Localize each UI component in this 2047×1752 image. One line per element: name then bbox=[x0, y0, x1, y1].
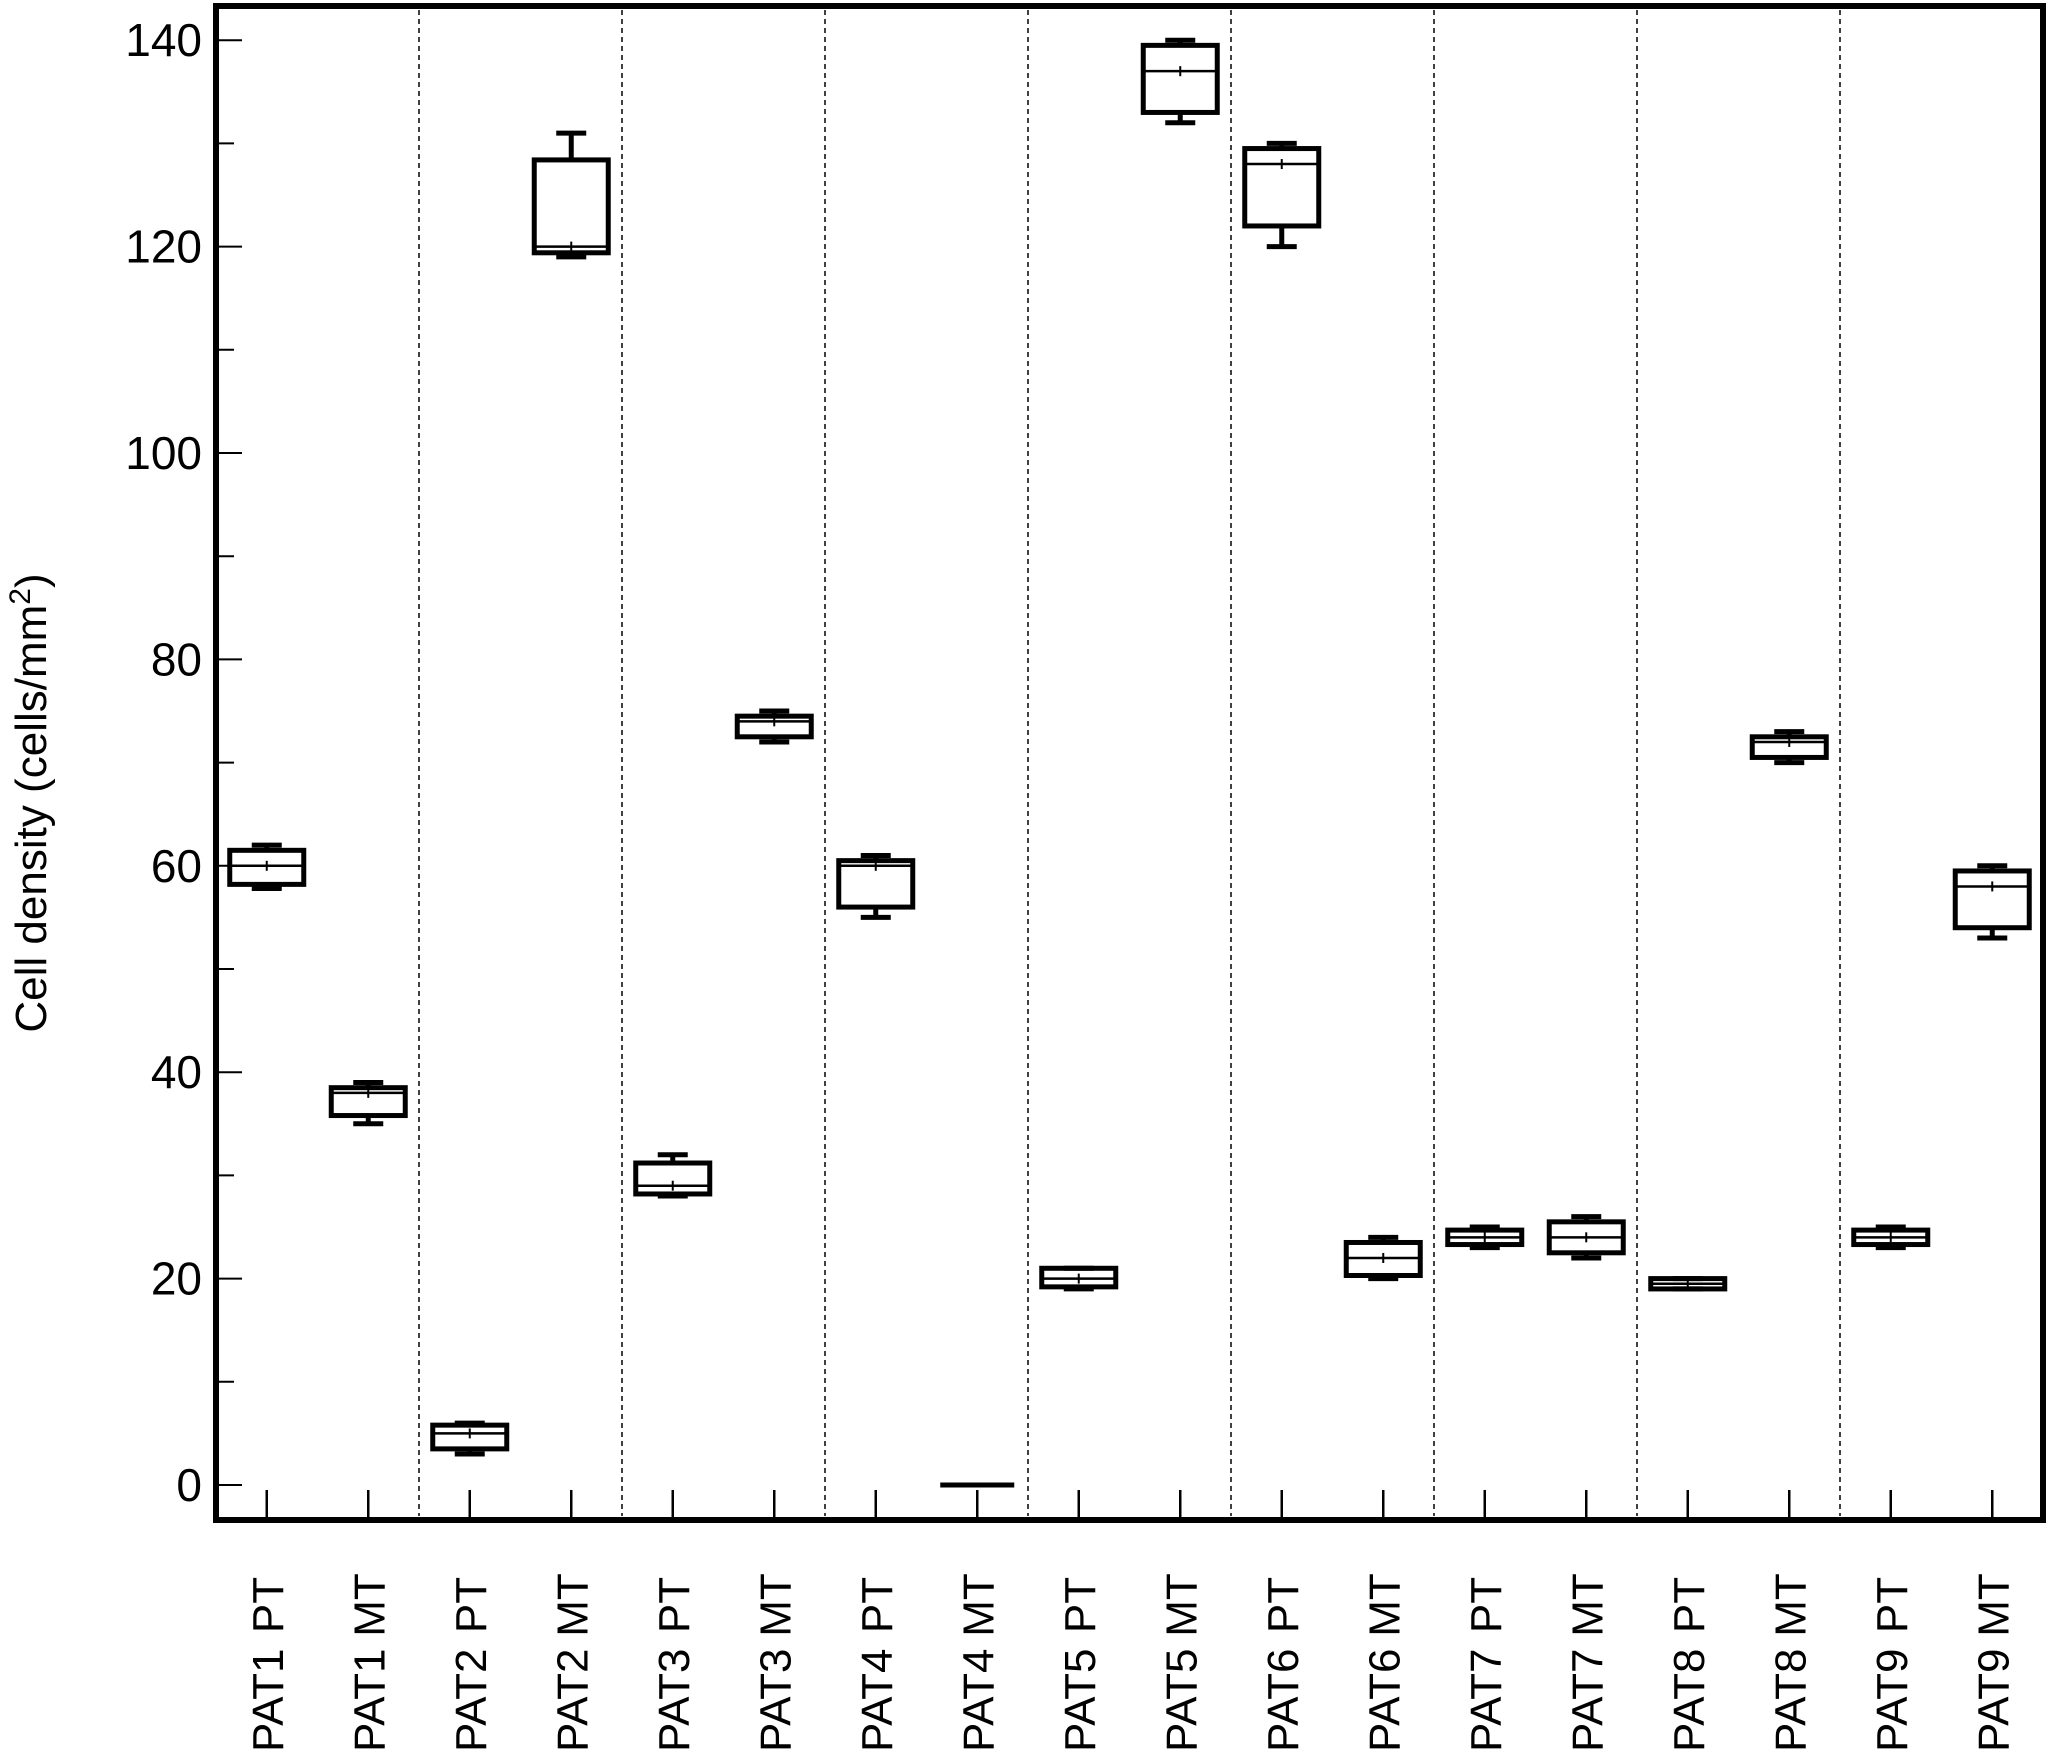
box bbox=[328, 1085, 408, 1119]
x-tissue-label: PT bbox=[853, 1577, 902, 1633]
x-patient-label: PAT9 bbox=[1868, 1648, 1917, 1752]
x-patient-label: PAT4 bbox=[853, 1648, 902, 1752]
x-patient-label: PAT2 bbox=[548, 1648, 597, 1752]
y-tick-label: 80 bbox=[151, 633, 202, 685]
x-tissue-label: MT bbox=[1563, 1573, 1612, 1637]
box bbox=[1242, 146, 1322, 229]
plot-frame bbox=[213, 3, 2046, 1523]
box bbox=[1140, 42, 1220, 115]
x-tissue-label: MT bbox=[1157, 1573, 1206, 1637]
x-patient-label: PAT3 bbox=[751, 1648, 800, 1752]
x-tissue-label: MT bbox=[548, 1573, 597, 1637]
box bbox=[1749, 734, 1829, 760]
x-tissue-label: PT bbox=[1462, 1577, 1511, 1633]
x-tissue-label: PT bbox=[650, 1577, 699, 1633]
x-patient-label: PAT5 bbox=[1157, 1648, 1206, 1752]
y-tick-label: 100 bbox=[125, 427, 202, 479]
box bbox=[734, 713, 814, 740]
y-tick-label: 20 bbox=[151, 1253, 202, 1305]
y-tick-label: 0 bbox=[176, 1459, 202, 1511]
x-tissue-label: MT bbox=[954, 1573, 1003, 1637]
x-patient-label: PAT1 bbox=[244, 1648, 293, 1752]
x-patient-label: PAT5 bbox=[1056, 1648, 1105, 1752]
x-tissue-label: PT bbox=[1868, 1577, 1917, 1633]
x-tissue-label: PT bbox=[1665, 1577, 1714, 1633]
x-patient-label: PAT1 bbox=[345, 1648, 394, 1752]
x-patient-label: PAT6 bbox=[1259, 1648, 1308, 1752]
box bbox=[531, 157, 611, 256]
x-tissue-label: MT bbox=[1969, 1573, 2018, 1637]
box bbox=[227, 847, 307, 887]
x-tissue-label: PT bbox=[1056, 1577, 1105, 1633]
x-patient-label: PAT4 bbox=[954, 1648, 1003, 1752]
x-tissue-label: PT bbox=[447, 1577, 496, 1633]
x-patient-label: PAT7 bbox=[1563, 1648, 1612, 1752]
x-patient-label: PAT6 bbox=[1360, 1648, 1409, 1752]
x-patient-label: PAT3 bbox=[650, 1648, 699, 1752]
x-patient-label: PAT8 bbox=[1766, 1648, 1815, 1752]
x-patient-label: PAT7 bbox=[1462, 1648, 1511, 1752]
box bbox=[633, 1160, 713, 1197]
box bbox=[430, 1422, 510, 1452]
x-patient-label: PAT8 bbox=[1665, 1648, 1714, 1752]
x-tissue-label: PT bbox=[1259, 1577, 1308, 1633]
y-tick-label: 40 bbox=[151, 1046, 202, 1098]
box bbox=[1952, 868, 2032, 931]
x-patient-label: PAT9 bbox=[1969, 1648, 2018, 1752]
x-tissue-label: PT bbox=[244, 1577, 293, 1633]
box bbox=[836, 858, 916, 910]
y-tick-label: 120 bbox=[125, 221, 202, 273]
y-tick-label: 60 bbox=[151, 840, 202, 892]
y-axis-label: Cell density (cells/mm2) bbox=[4, 573, 56, 1032]
x-tissue-label: MT bbox=[1360, 1573, 1409, 1637]
x-tissue-label: MT bbox=[1766, 1573, 1815, 1637]
x-tissue-label: MT bbox=[345, 1573, 394, 1637]
x-patient-label: PAT2 bbox=[447, 1648, 496, 1752]
x-tissue-label: MT bbox=[751, 1573, 800, 1637]
y-tick-label: 140 bbox=[125, 14, 202, 66]
